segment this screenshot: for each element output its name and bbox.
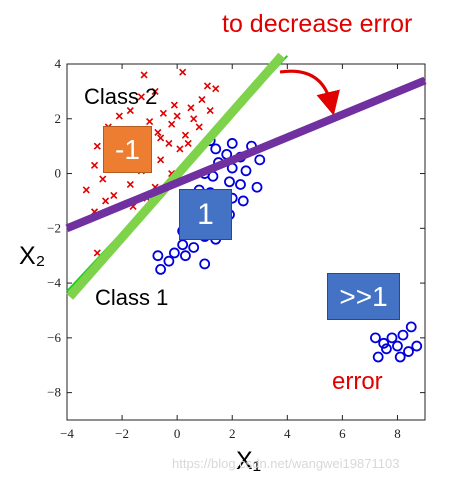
class2-point: [187, 104, 195, 112]
class1-point: [155, 263, 167, 275]
class2-point: [179, 68, 187, 76]
x-tick-label: 2: [229, 426, 236, 441]
class1-point: [397, 329, 409, 341]
class1-point: [370, 332, 381, 344]
class2-point: [126, 180, 134, 189]
class1-point: [403, 346, 414, 357]
y-tick-label: −6: [47, 330, 61, 345]
class-1-label: Class 1: [95, 285, 169, 310]
class2-point: [157, 134, 165, 142]
x-tick-label: −4: [60, 426, 74, 441]
y-tick-label: −2: [47, 220, 61, 235]
class1-point: [235, 179, 246, 190]
much-greater-one-box: >>1: [327, 273, 400, 320]
y-axis-label: X₂: [19, 242, 46, 270]
x-tick-label: 8: [394, 426, 401, 441]
class1-point: [177, 239, 189, 251]
class2-point: [159, 109, 167, 117]
class2-point: [126, 106, 134, 115]
decision-boundary-line: [66, 52, 286, 300]
one-box: 1: [179, 189, 232, 240]
class2-point: [93, 249, 101, 257]
class2-point: [206, 106, 214, 115]
decision-boundary-line: [65, 76, 427, 233]
y-tick-label: 0: [55, 166, 62, 181]
class1-point: [168, 247, 180, 259]
class2-point: [93, 142, 101, 150]
x-tick-label: −2: [115, 426, 129, 441]
minus-one-box: -1: [103, 126, 152, 173]
class2-point: [90, 161, 99, 169]
class2-point: [168, 120, 176, 128]
class1-point: [226, 138, 238, 149]
class1-point: [180, 250, 191, 262]
class1-point: [237, 195, 249, 207]
x-tick-label: 0: [174, 426, 181, 441]
class2-point: [198, 96, 206, 104]
y-tick-label: 2: [55, 111, 62, 126]
watermark: https://blog.csdn.net/wangwei19871103: [172, 456, 400, 471]
class1-point: [378, 337, 390, 349]
tick-marks: [66, 63, 425, 420]
class1-point: [254, 154, 266, 166]
class2-point: [195, 123, 203, 131]
class1-point: [210, 143, 222, 155]
class1-point: [405, 321, 417, 333]
class1-point: [224, 176, 235, 188]
y-tick-label: −8: [47, 385, 61, 400]
class2-point: [115, 112, 123, 120]
x-axis-label: X₁: [236, 447, 262, 475]
class1-point: [394, 351, 406, 363]
class2-point: [137, 93, 145, 101]
class1-point: [372, 351, 384, 363]
tick-labels: −4 −2 0 2 4 6 8 4 2 0 −2 −4 −6 −8: [47, 56, 401, 441]
class2-point: [140, 71, 148, 79]
class1-point: [392, 340, 403, 352]
class2-point: [154, 128, 162, 137]
class2-point: [151, 87, 159, 95]
x-tick-label: 4: [284, 426, 291, 441]
boundary-lines: [65, 52, 427, 300]
class1-point: [381, 343, 392, 355]
class-2-label: Class 2: [84, 84, 158, 109]
axes-frame: [66, 63, 426, 421]
class2-point: [110, 191, 118, 200]
error-annotation: error: [332, 368, 383, 395]
class2-point: [157, 156, 165, 164]
class1-point: [163, 255, 175, 267]
class1-point: [188, 242, 200, 253]
class2-point: [176, 145, 184, 153]
class1-point: [386, 332, 398, 344]
y-tick-label: −4: [47, 275, 61, 290]
y-tick-label: 4: [55, 56, 62, 71]
class2-point: [82, 186, 90, 194]
class2-point: [99, 175, 107, 183]
class1-point: [199, 258, 211, 270]
class2-point: [101, 197, 110, 205]
class2-point: [173, 112, 181, 120]
class2-point: [203, 82, 212, 90]
x-tick-label: 6: [339, 426, 346, 441]
class1-point: [411, 340, 423, 352]
class2-point: [184, 139, 192, 147]
class2-point: [190, 115, 198, 123]
class1-point: [152, 250, 164, 262]
class2-point: [170, 101, 178, 109]
decrease-error-arrow: [279, 69, 340, 116]
class2-point: [146, 117, 154, 126]
class1-point: [251, 181, 263, 193]
class2-point: [212, 85, 220, 93]
class2-point: [165, 139, 173, 147]
class1-point: [240, 165, 252, 177]
to-decrease-error-annotation: to decrease error: [222, 10, 413, 38]
class2-point: [181, 131, 189, 139]
